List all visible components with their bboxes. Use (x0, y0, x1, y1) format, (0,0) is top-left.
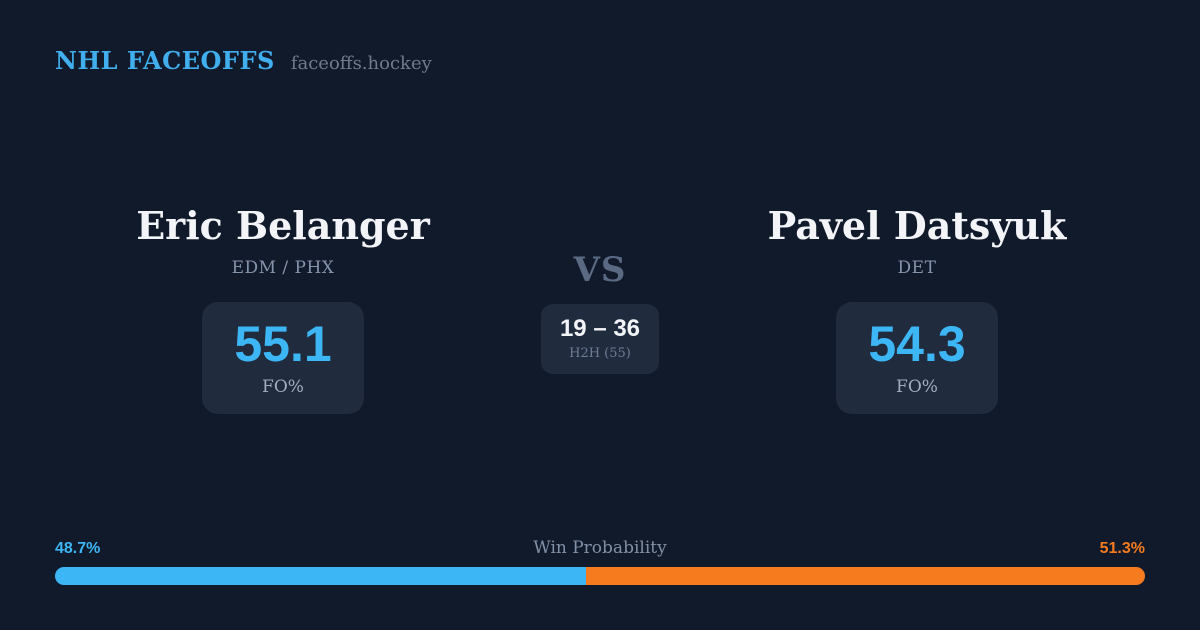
player-team-left: EDM / PHX (231, 257, 335, 278)
stat-card-right: 54.3 FO% (836, 301, 998, 414)
player-team-right: DET (897, 257, 937, 278)
player-panel-right: Pavel Datsyuk DET 54.3 FO% (737, 203, 1097, 414)
vs-label: VS (573, 250, 627, 290)
stat-value-right: 54.3 (868, 315, 966, 372)
win-probability-labels: 48.7% Win Probability 51.3% (55, 538, 1145, 558)
win-bar-right-segment (585, 567, 1145, 585)
win-probability-title: Win Probability (533, 538, 667, 558)
player-panel-left: Eric Belanger EDM / PHX 55.1 FO% (103, 203, 463, 414)
h2h-label: H2H (55) (569, 345, 631, 361)
player-name-left: Eric Belanger (136, 203, 430, 248)
win-pct-right: 51.3% (1099, 540, 1145, 557)
stat-label-left: FO% (262, 376, 304, 397)
win-probability-section: 48.7% Win Probability 51.3% (55, 538, 1145, 585)
stat-label-right: FO% (896, 376, 938, 397)
player-name-right: Pavel Datsyuk (767, 203, 1067, 248)
brand-logo: NHL FACEOFFS (55, 46, 275, 75)
win-bar-left-segment (55, 567, 586, 585)
site-domain: faceoffs.hockey (290, 53, 432, 74)
matchup-panel: VS 19 – 36 H2H (55) (490, 203, 710, 374)
win-probability-bar (55, 567, 1145, 585)
stat-value-left: 55.1 (234, 315, 332, 372)
stat-card-left: 55.1 FO% (202, 301, 364, 414)
h2h-score: 19 – 36 (559, 315, 641, 342)
win-pct-left: 48.7% (55, 540, 101, 557)
h2h-card: 19 – 36 H2H (55) (541, 304, 659, 374)
header: NHL FACEOFFS faceoffs.hockey (55, 46, 432, 75)
